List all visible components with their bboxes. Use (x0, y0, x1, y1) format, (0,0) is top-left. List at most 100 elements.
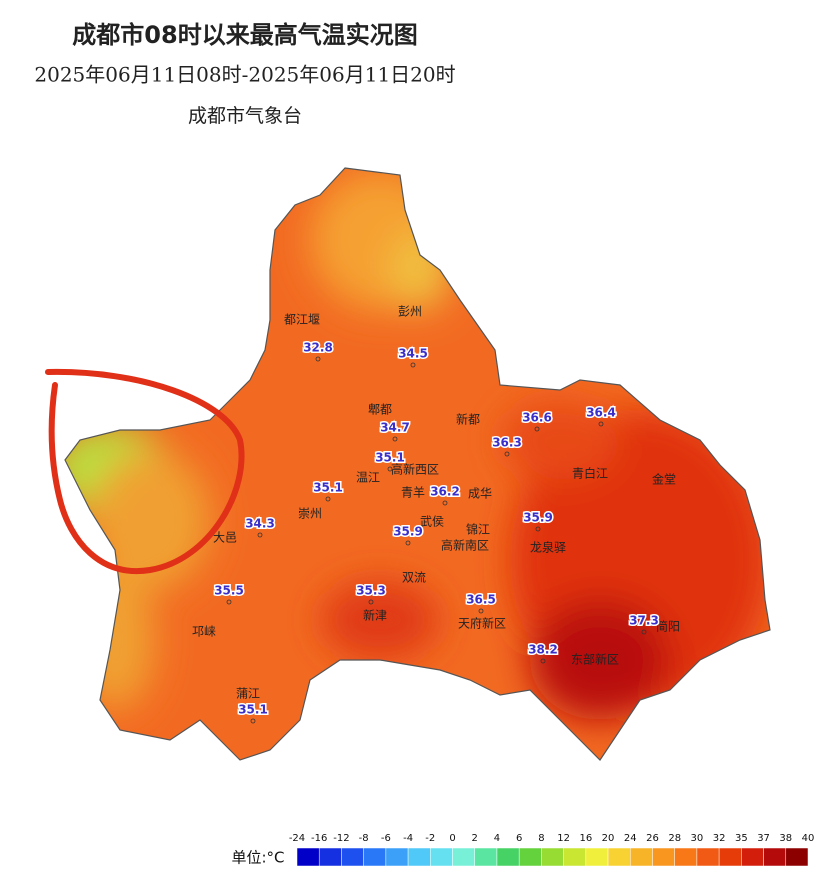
place-label: 天府新区 (458, 616, 506, 631)
place-label: 都江堰 (284, 313, 320, 327)
highlight-circle (45, 368, 245, 575)
map-title: 成都市08时以来最高气温实况图 (72, 21, 417, 49)
legend-swatch (696, 847, 720, 867)
legend-swatch (430, 847, 453, 867)
place-label: 高新西区 (391, 462, 439, 477)
legend-swatch (741, 847, 764, 867)
station-dot (257, 532, 263, 538)
station-dot (410, 362, 416, 368)
legend-tick-label: 26 (646, 833, 659, 844)
station-dot (534, 426, 540, 432)
place-label: 崇州 (298, 507, 322, 521)
legend-tick-label: -8 (359, 833, 369, 844)
station-value: 36.4 (586, 406, 616, 420)
legend-swatch (407, 847, 431, 867)
place-label: 龙泉驿 (530, 541, 566, 555)
legend-tick-label: -12 (333, 833, 349, 844)
station-value: 35.9 (393, 525, 423, 539)
station-dot (387, 466, 393, 472)
station-dot (598, 421, 604, 427)
station-dot (478, 608, 484, 614)
station-value: 32.8 (303, 341, 333, 355)
legend-tick-label: -16 (311, 833, 327, 844)
legend-swatch (585, 847, 609, 867)
legend-tick-label: 38 (779, 833, 792, 844)
station-value: 36.3 (492, 436, 522, 450)
place-label: 大邑 (213, 531, 237, 545)
legend-tick-label: 6 (516, 833, 522, 844)
place-label: 双流 (402, 571, 426, 585)
legend-unit: 单位:°C (231, 849, 284, 867)
place-label: 简阳 (656, 620, 680, 634)
station-dot (405, 540, 411, 546)
legend-tick-label: 24 (624, 833, 637, 844)
station-dot (504, 451, 510, 457)
place-label: 武侯 (420, 515, 444, 529)
station-dot (325, 496, 331, 502)
legend-swatch (318, 847, 342, 867)
legend-tick-label: -4 (403, 833, 413, 844)
station-dot (250, 718, 256, 724)
station-value: 34.7 (380, 421, 410, 435)
station-value: 35.5 (214, 584, 244, 598)
place-label: 青白江 (572, 466, 608, 481)
legend-tick-label: 12 (557, 833, 570, 844)
legend-swatch (630, 847, 653, 867)
legend-swatch (763, 847, 787, 867)
station-dot (442, 500, 448, 506)
place-label: 青羊 (401, 485, 425, 500)
place-label: 郫都 (368, 402, 392, 417)
place-label: 东部新区 (571, 652, 619, 667)
station-dot (535, 526, 541, 532)
station-value: 38.2 (528, 643, 558, 657)
legend-swatch (607, 847, 631, 867)
issuer: 成都市气象台 (188, 105, 302, 127)
station-value: 36.6 (522, 411, 552, 425)
legend-tick-label: -2 (425, 833, 435, 844)
place-label: 成华 (468, 487, 492, 501)
place-label: 邛崃 (192, 625, 216, 639)
station-value: 34.5 (398, 347, 428, 361)
legend-swatch (674, 847, 698, 867)
legend-tick-label: 8 (538, 833, 544, 844)
station-dot (641, 629, 647, 635)
place-label: 彭州 (398, 305, 422, 319)
place-label: 蒲江 (236, 687, 260, 701)
place-label: 高新南区 (441, 538, 489, 553)
legend-swatch (652, 847, 675, 867)
legend-tick-label: 0 (449, 833, 455, 844)
station-dot (315, 356, 321, 362)
legend-swatch (363, 847, 387, 867)
station-value: 35.3 (356, 584, 386, 598)
station-value: 34.3 (245, 517, 275, 531)
legend-tick-label: 2 (472, 833, 478, 844)
place-label: 新津 (363, 608, 387, 623)
legend-swatch (474, 847, 498, 867)
legend-swatch (718, 847, 742, 867)
legend-swatch (385, 847, 409, 867)
legend-tick-label: 16 (579, 833, 592, 844)
station-value: 36.5 (466, 593, 496, 607)
legend-swatch (518, 847, 542, 867)
legend-tick-label: 4 (494, 833, 500, 844)
place-label: 金堂 (652, 472, 676, 487)
station-value: 36.2 (430, 485, 460, 499)
place-label: 温江 (356, 471, 380, 485)
time-range: 2025年06月11日08时-2025年06月11日20时 (34, 63, 455, 87)
legend-tick-label: -24 (289, 833, 305, 844)
legend-swatch (785, 847, 809, 867)
station-dot (392, 436, 398, 442)
legend-swatch (496, 847, 520, 867)
legend-tick-label: 20 (602, 833, 615, 844)
station-value: 35.1 (313, 481, 343, 495)
legend: -24 -16 -12 -8 -6 -4 -2 0 2 4 6 8 12 16 20 24 26 28 30 32 35… (289, 833, 814, 867)
station-values: 32.8 34.5 34.7 36.6 36.4 36.3 35.1 35.1 36.2 35.9… (213, 339, 660, 724)
station-value: 37.3 (629, 614, 659, 628)
legend-swatch (341, 847, 364, 867)
legend-swatch (541, 847, 564, 867)
legend-tick-label: -6 (381, 833, 391, 844)
legend-swatch (563, 847, 587, 867)
